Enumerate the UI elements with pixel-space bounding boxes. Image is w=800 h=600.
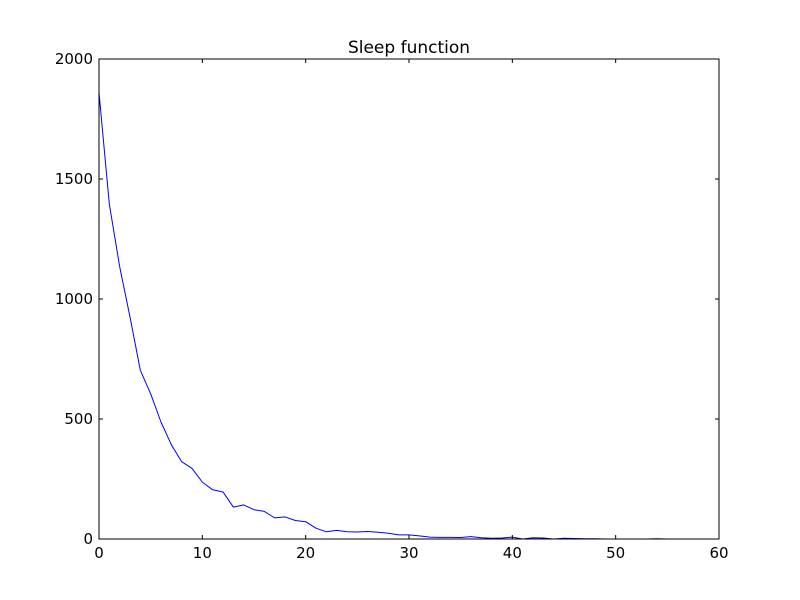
x-tick-label: 20 <box>296 544 315 562</box>
y-tick-label: 1000 <box>55 290 93 308</box>
x-tick-label: 10 <box>193 544 212 562</box>
x-tick-label: 30 <box>399 544 418 562</box>
x-tick-label: 40 <box>503 544 522 562</box>
y-tick-label: 500 <box>64 410 93 428</box>
series-line-0 <box>98 92 668 540</box>
chart-title: Sleep function <box>348 38 470 58</box>
x-tick-label: 50 <box>606 544 625 562</box>
axes: 0 10 20 30 40 50 60 0 500 1000 1500 2000 <box>55 50 729 562</box>
x-tick-label: 0 <box>94 544 104 562</box>
y-tick-label: 0 <box>83 530 93 548</box>
plot-frame <box>98 58 720 540</box>
x-tick-label: 60 <box>709 544 728 562</box>
y-tick-label: 1500 <box>55 170 93 188</box>
y-tick-label: 2000 <box>55 50 93 68</box>
